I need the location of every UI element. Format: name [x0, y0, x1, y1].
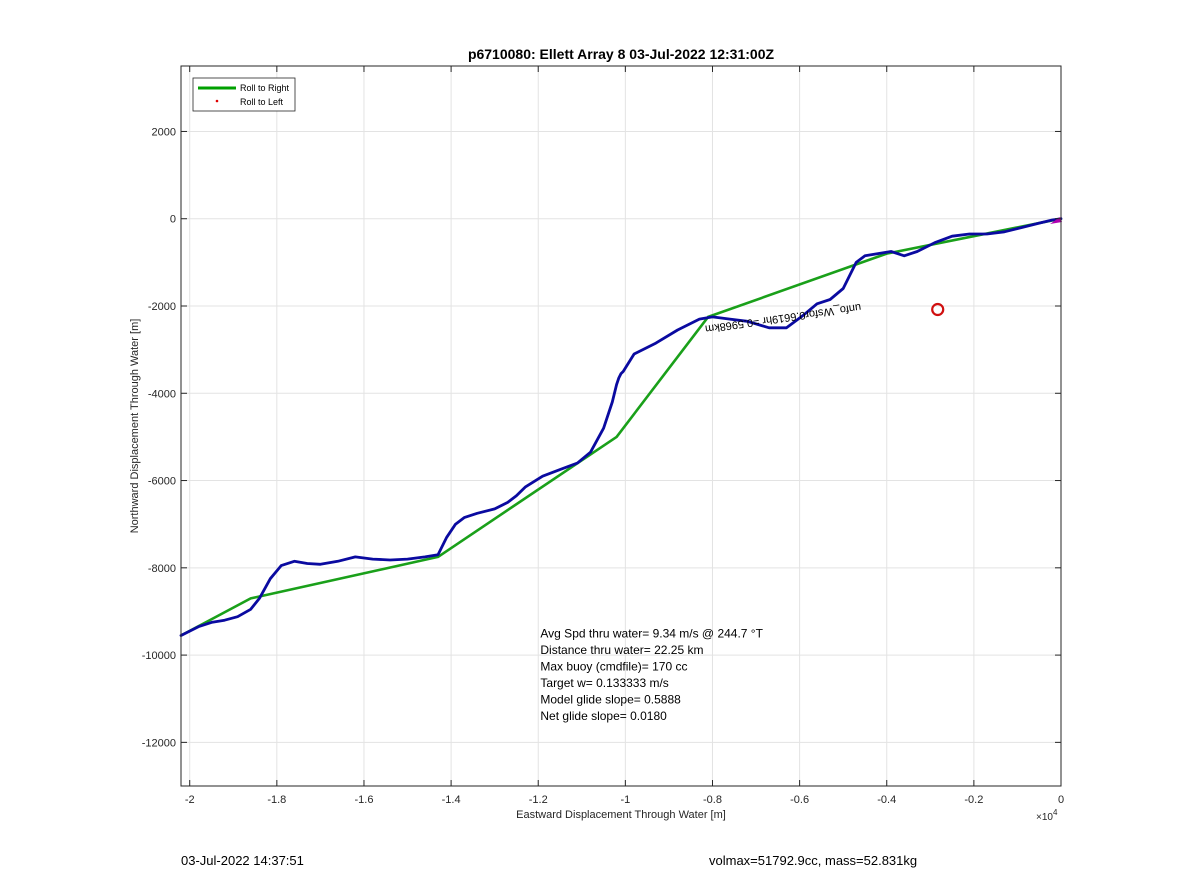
- y-tick-label: -4000: [148, 388, 176, 400]
- legend-box: [192, 77, 296, 112]
- x-axis-label: Eastward Displacement Through Water [m]: [516, 809, 726, 821]
- stats-line: Model glide slope= 0.5888: [540, 693, 681, 707]
- stats-line: Net glide slope= 0.0180: [540, 709, 667, 723]
- y-tick-label: 2000: [152, 126, 176, 138]
- y-axis-label: Northward Displacement Through Water [m]: [129, 319, 141, 534]
- x-tick-label: -0.2: [964, 794, 983, 806]
- x-tick-label: -1.8: [267, 794, 286, 806]
- stats-line: Max buoy (cmdfile)= 170 cc: [540, 660, 687, 674]
- series-layer: [179, 217, 1063, 637]
- chart-title: p6710080: Ellett Array 8 03-Jul-2022 12:…: [468, 46, 775, 62]
- stats-line: Target w= 0.133333 m/s: [540, 676, 668, 690]
- x-tick-label: 0: [1058, 794, 1064, 806]
- x-tick-label: -0.6: [790, 794, 809, 806]
- legend-roll-left-label: Roll to Left: [240, 97, 284, 107]
- stats-line: Distance thru water= 22.25 km: [540, 643, 703, 657]
- y-tick-label: -2000: [148, 301, 176, 313]
- y-tick-label: -10000: [142, 650, 176, 662]
- series-trajectory-line: [179, 217, 1063, 637]
- x-axis-exponent-power: 4: [1053, 808, 1058, 817]
- footer-info: volmax=51792.9cc, mass=52.831kg: [709, 853, 918, 868]
- legend: Roll to Right Roll to Left: [192, 77, 296, 112]
- footer-date: 03-Jul-2022 14:37:51: [181, 853, 304, 868]
- x-axis-exponent: ×104: [1036, 808, 1058, 823]
- current-position-marker: [931, 302, 945, 317]
- x-tick-label: -2: [185, 794, 195, 806]
- y-tick-label: 0: [170, 214, 176, 226]
- x-tick-label: -1.2: [529, 794, 548, 806]
- legend-roll-right-label: Roll to Right: [240, 83, 290, 93]
- x-tick-label: -1: [620, 794, 630, 806]
- x-tick-label: -1.4: [442, 794, 461, 806]
- legend-roll-left-dot: [215, 99, 219, 103]
- axis-ticks: -2 -1.8 -1.6 -1.4 -1.2 -1 -0.8 -0.6 -0.4 -0.2 0 200…: [142, 66, 1064, 806]
- x-tick-label: -0.4: [877, 794, 896, 806]
- x-tick-label: -0.8: [703, 794, 722, 806]
- x-tick-label: -1.6: [354, 794, 373, 806]
- y-tick-label: -6000: [148, 476, 176, 488]
- plot-area-frame: [180, 65, 1062, 787]
- y-tick-label: -8000: [148, 563, 176, 575]
- stats-line: Avg Spd thru water= 9.34 m/s @ 244.7 °T: [540, 627, 763, 641]
- y-tick-label: -12000: [142, 737, 176, 749]
